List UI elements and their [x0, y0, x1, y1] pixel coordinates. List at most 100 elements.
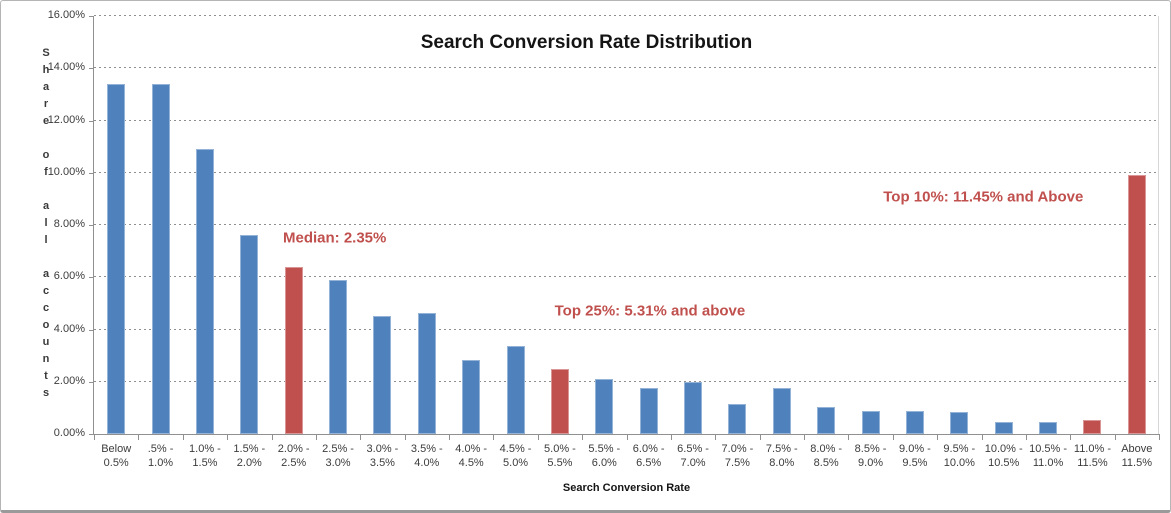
x-tick-label: 1.5% - 2.0%: [233, 443, 266, 469]
bar-2.0% -: [284, 266, 303, 434]
bar-1.0% -: [195, 149, 214, 434]
x-tick-mark: [582, 435, 584, 440]
x-tick-label: 2.5% - 3.0%: [322, 443, 354, 469]
x-tick-label: 2.0% - 2.5%: [277, 443, 310, 469]
y-tick-label: 0.00%: [53, 427, 85, 439]
x-tick-mark: [848, 435, 850, 440]
y-tick-label: 10.00%: [47, 165, 85, 178]
x-tick-mark: [892, 435, 894, 440]
y-tick-mark: [89, 381, 94, 383]
x-tick-mark: [449, 435, 450, 440]
bar-9.5% -: [950, 411, 969, 434]
bar-4.0% -: [462, 359, 481, 434]
y-tick-mark: [89, 225, 94, 226]
x-tick-label: 4.5% - 5.0%: [499, 443, 532, 469]
y-tick-label: 12.00%: [47, 113, 85, 126]
bar-11.0% -: [1083, 419, 1102, 434]
bar-5.0% -: [550, 368, 569, 434]
y-gridline: [94, 276, 1159, 278]
y-gridline: [94, 380, 1159, 382]
x-tick-label: Above 11.5%: [1121, 443, 1153, 469]
y-gridline: [94, 328, 1159, 330]
x-tick-mark: [227, 435, 229, 440]
x-tick-label: 11.0% - 11.5%: [1073, 443, 1111, 469]
bar-7.0% -: [728, 403, 747, 434]
bar-6.5% -: [684, 381, 703, 434]
x-tick-mark: [493, 435, 495, 440]
bar-10.5% -: [1039, 422, 1058, 434]
y-tick-mark: [89, 68, 94, 70]
y-tick-label: 6.00%: [53, 270, 85, 283]
x-tick-label: 6.0% - 6.5%: [632, 443, 665, 469]
annotation: Top 10%: 11.45% and Above: [883, 188, 1084, 206]
x-tick-mark: [404, 435, 406, 440]
plot-right-border: [1158, 16, 1159, 434]
x-tick-mark: [804, 435, 805, 440]
x-tick-label: 9.0% - 9.5%: [899, 443, 931, 469]
bar-5.5% -: [595, 379, 614, 434]
bar-6.0% -: [639, 388, 658, 434]
y-tick-label: 4.00%: [53, 322, 85, 335]
y-tick-label: 14.00%: [47, 61, 85, 74]
x-tick-mark: [537, 435, 539, 440]
x-tick-label: 1.0% - 1.5%: [189, 443, 221, 469]
x-tick-mark: [1114, 435, 1116, 440]
x-tick-label: 9.5% - 10.0%: [943, 443, 976, 469]
y-tick-label: 2.00%: [53, 374, 85, 387]
x-tick-label: 3.5% - 4.0%: [410, 443, 443, 469]
x-tick-label: 4.0% - 4.5%: [455, 443, 488, 469]
bar-3.0% -: [373, 316, 392, 434]
x-tick-mark: [182, 435, 184, 440]
y-tick-mark: [89, 16, 94, 17]
x-tick-label: 7.5% - 8.0%: [765, 443, 798, 469]
x-tick-label: 10.0% - 10.5%: [984, 443, 1023, 469]
x-tick-mark: [1025, 435, 1027, 440]
bar-10.0% -: [994, 422, 1013, 434]
y-tick-mark: [89, 172, 94, 174]
x-tick-mark: [94, 435, 95, 440]
x-tick-label: 7.0% - 7.5%: [721, 443, 754, 469]
x-tick-label: 6.5% - 7.0%: [677, 443, 709, 469]
y-gridline: [94, 119, 1159, 121]
x-tick-label: 5.5% - 6.0%: [588, 443, 621, 469]
x-tick-mark: [937, 435, 939, 440]
y-tick-mark: [89, 329, 94, 331]
x-tick-mark: [1159, 435, 1160, 440]
x-tick-mark: [670, 435, 672, 440]
x-tick-mark: [1070, 435, 1072, 440]
bar-3.5% -: [417, 312, 436, 434]
bar-4.5% -: [506, 346, 525, 434]
bar-Above: [1127, 175, 1146, 434]
plot-area: Median: 2.35% Top 25%: 5.31% and above Top…: [94, 15, 1159, 434]
y-tick-label: 16.00%: [47, 9, 85, 21]
x-tick-mark: [271, 435, 273, 440]
y-tick-mark: [89, 277, 94, 279]
bar-Below: [107, 83, 126, 434]
y-gridline: [94, 15, 1159, 16]
bar-8.0% -: [817, 406, 836, 434]
annotation: Top 25%: 5.31% and above: [554, 302, 746, 320]
annotation: Median: 2.35%: [283, 229, 387, 247]
x-tick-label: 8.0% - 8.5%: [810, 443, 843, 469]
bar-8.5% -: [861, 410, 880, 434]
bar-7.5% -: [772, 388, 791, 434]
y-gridline: [94, 171, 1159, 173]
y-tick-mark: [89, 120, 94, 122]
x-tick-label: 5.0% - 5.5%: [544, 443, 576, 469]
y-gridline: [94, 67, 1159, 69]
x-tick-label: 8.5% - 9.0%: [854, 443, 887, 469]
x-tick-label: .5% - 1.0%: [147, 443, 174, 469]
x-axis-title: Search Conversion Rate: [562, 482, 691, 494]
x-tick-label: Below 0.5%: [101, 443, 132, 469]
y-tick-mark: [89, 434, 94, 435]
y-axis-title: Share of all accounts: [40, 46, 52, 404]
bar-9.0% -: [905, 410, 924, 434]
x-tick-label: 10.5% - 11.0%: [1029, 443, 1068, 469]
x-tick-mark: [138, 435, 140, 440]
x-tick-mark: [759, 435, 761, 440]
chart-title: Search Conversion Rate Distribution: [420, 32, 753, 53]
x-tick-mark: [626, 435, 628, 440]
x-axis-line: [89, 434, 1160, 435]
bar-2.5% -: [329, 279, 348, 434]
x-tick-label: 3.0% - 3.5%: [366, 443, 399, 469]
